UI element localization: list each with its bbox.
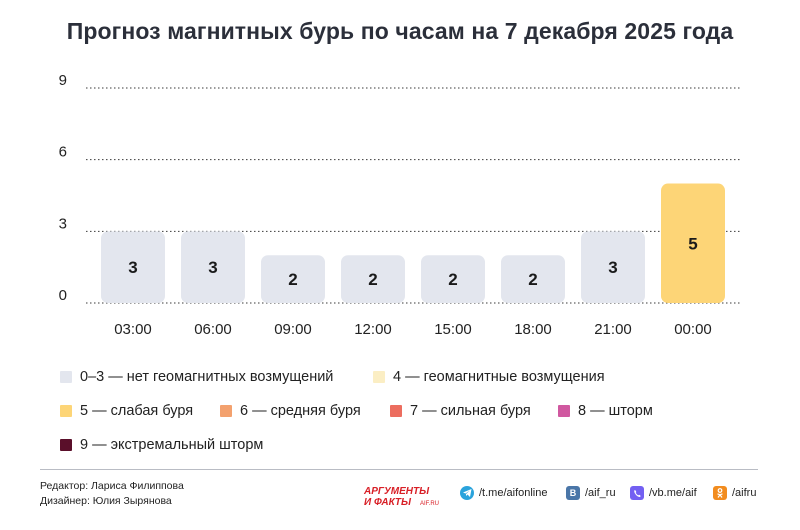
- legend-label: 5 — слабая буря: [80, 403, 194, 419]
- editor-credit: Редактор: Лариса Филиппова: [40, 480, 184, 492]
- odnoklassniki-icon: [713, 486, 727, 500]
- bar: [421, 255, 485, 303]
- social-label: /t.me/aifonline: [479, 487, 548, 499]
- y-tick-label: 3: [59, 215, 67, 232]
- bar: [341, 255, 405, 303]
- legend-swatch: [60, 405, 72, 417]
- y-tick-label: 0: [59, 287, 67, 304]
- legend-item: 9 — экстремальный шторм: [60, 437, 263, 453]
- social-label: /vb.me/aif: [649, 487, 697, 499]
- bar-value-label: 5: [688, 234, 697, 253]
- legend-label: 4 — геомагнитные возмущения: [393, 369, 605, 385]
- bar-chart: 0 3 6 9 3 03:00 3 06:00 2 09:00 2 12:00 2 15:00 2 18:00…: [59, 72, 742, 338]
- legend-item: 8 — шторм: [558, 403, 653, 419]
- bar-value-label: 3: [208, 258, 217, 277]
- x-tick-label: 18:00: [514, 321, 552, 338]
- legend-swatch: [60, 371, 72, 383]
- legend-label: 0–3 — нет геомагнитных возмущений: [80, 369, 334, 385]
- legend-swatch: [558, 405, 570, 417]
- x-tick-label: 21:00: [594, 321, 632, 338]
- bar-value-label: 2: [528, 270, 537, 289]
- bar: [261, 255, 325, 303]
- x-tick-label: 15:00: [434, 321, 472, 338]
- x-tick-label: 12:00: [354, 321, 392, 338]
- viber-icon: [630, 486, 644, 500]
- aif-logo[interactable]: АРГУМЕНТЫ И ФАКТЫ AIF.RU: [362, 484, 450, 508]
- x-tick-label: 09:00: [274, 321, 312, 338]
- bar: [581, 231, 645, 303]
- legend-label: 7 — сильная буря: [410, 403, 531, 419]
- chart-title: Прогноз магнитных бурь по часам на 7 дек…: [66, 18, 734, 44]
- footer-divider: [40, 469, 758, 470]
- legend-item: 6 — средняя буря: [220, 403, 361, 419]
- legend-swatch: [390, 405, 402, 417]
- social-label: /aifru: [732, 487, 757, 499]
- legend-swatch: [220, 405, 232, 417]
- logo-line-2: И ФАКТЫ: [364, 497, 412, 508]
- y-tick-label: 9: [59, 72, 67, 89]
- y-tick-label: 6: [59, 144, 67, 161]
- legend-item: 7 — сильная буря: [390, 403, 531, 419]
- bar-value-label: 2: [288, 270, 297, 289]
- bar-value-label: 3: [128, 258, 137, 277]
- bar: [501, 255, 565, 303]
- bar: [181, 231, 245, 303]
- legend-item: 0–3 — нет геомагнитных возмущений: [60, 369, 333, 385]
- social-viber[interactable]: /vb.me/aif: [630, 486, 697, 500]
- vk-icon: B: [566, 486, 580, 500]
- legend-swatch: [60, 439, 72, 451]
- telegram-icon: [460, 486, 474, 500]
- social-telegram[interactable]: /t.me/aifonline: [460, 486, 547, 500]
- legend-label: 8 — шторм: [578, 403, 653, 419]
- logo-site: AIF.RU: [420, 501, 439, 507]
- social-label: /aif_ru: [585, 487, 616, 499]
- credits: Редактор: Лариса Филиппова Дизайнер: Юли…: [40, 479, 184, 509]
- designer-credit: Дизайнер: Юлия Зырянова: [40, 495, 172, 507]
- legend-label: 9 — экстремальный шторм: [80, 437, 264, 453]
- x-tick-label: 03:00: [114, 321, 152, 338]
- bar-value-label: 2: [448, 270, 457, 289]
- legend-swatch: [373, 371, 385, 383]
- legend-label: 6 — средняя буря: [240, 403, 361, 419]
- bar-value-label: 2: [368, 270, 377, 289]
- social-odnoklassniki[interactable]: /aifru: [713, 486, 756, 500]
- x-tick-label: 06:00: [194, 321, 232, 338]
- legend-item: 5 — слабая буря: [60, 403, 193, 419]
- bar: [101, 231, 165, 303]
- logo-line-1: АРГУМЕНТЫ: [363, 486, 430, 497]
- bar-value-label: 3: [608, 258, 617, 277]
- social-vk[interactable]: B /aif_ru: [566, 486, 616, 500]
- legend-item: 4 — геомагнитные возмущения: [373, 369, 605, 385]
- x-tick-label: 00:00: [674, 321, 712, 338]
- bar: [661, 183, 725, 303]
